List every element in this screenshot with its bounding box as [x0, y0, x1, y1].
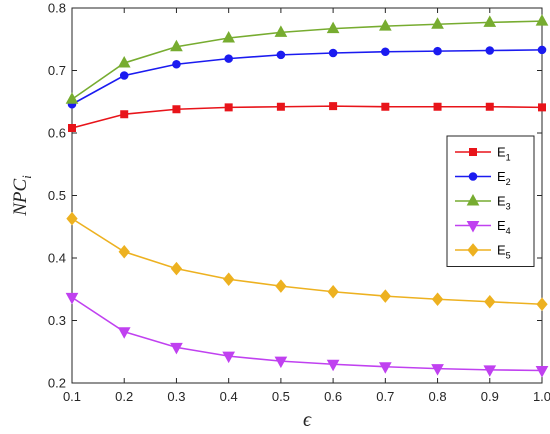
data-point [274, 356, 288, 369]
series-line [71, 20, 543, 100]
data-point [485, 102, 494, 111]
series-3 [65, 14, 549, 104]
data-point [379, 289, 391, 303]
legend-label: E3 [497, 194, 511, 212]
data-point [431, 17, 444, 29]
legend-item: E3 [455, 194, 511, 212]
data-point [483, 365, 497, 377]
y-tick-label: 0.3 [48, 313, 66, 328]
data-point [274, 25, 288, 37]
x-tick-label: 0.3 [167, 389, 185, 404]
data-point [170, 39, 183, 52]
data-point [431, 292, 444, 307]
legend-label: E1 [497, 145, 511, 163]
data-point [275, 279, 287, 293]
data-point [327, 284, 339, 299]
data-point [537, 45, 547, 55]
legend: E1 E2 E3 E4 E5 [446, 135, 535, 267]
data-point [433, 46, 442, 56]
data-point [484, 294, 496, 309]
y-tick-label: 0.5 [48, 188, 66, 203]
data-point [66, 211, 78, 226]
legend-item: E2 [455, 169, 511, 187]
data-point [222, 30, 236, 43]
data-point [276, 102, 285, 111]
x-tick-label: 0.8 [429, 389, 447, 404]
x-tick-label: 0.1 [63, 389, 81, 404]
data-point [117, 327, 131, 339]
legend-label: E5 [497, 243, 511, 261]
x-axis-label: ϵ [303, 409, 312, 431]
legend-item: E5 [455, 243, 511, 261]
y-tick-label: 0.7 [48, 63, 66, 78]
data-point [378, 362, 392, 374]
data-point [172, 59, 181, 69]
x-tick-label: 0.6 [324, 389, 342, 404]
data-point [329, 102, 338, 111]
x-tick-label: 1.0 [533, 389, 550, 404]
data-point [535, 366, 549, 378]
data-point [120, 110, 129, 119]
legend-label: E2 [497, 169, 511, 187]
y-tick-label: 0.8 [48, 1, 66, 16]
data-point [118, 244, 130, 259]
data-point [381, 102, 390, 111]
legend-item: E1 [455, 145, 511, 163]
data-point [172, 105, 181, 114]
series-line [71, 217, 543, 306]
data-point [223, 272, 235, 287]
series-2 [67, 45, 547, 109]
series-line [71, 296, 543, 372]
y-axis-label: NPCi [10, 175, 34, 217]
data-point [433, 102, 442, 111]
data-point [224, 54, 233, 63]
data-point [65, 92, 79, 104]
data-point [222, 351, 236, 364]
data-point [117, 55, 131, 68]
legend-marker [466, 221, 480, 233]
legend-item: E4 [455, 218, 511, 236]
series-line [71, 49, 543, 105]
legend-marker [468, 172, 478, 181]
y-tick-label: 0.4 [48, 251, 66, 266]
data-point [381, 47, 390, 57]
data-point [65, 292, 79, 305]
x-tick-label: 0.5 [272, 389, 290, 404]
x-tick-label: 0.2 [115, 389, 133, 404]
legend-label: E4 [497, 218, 511, 236]
series-5 [66, 211, 548, 312]
data-point [535, 14, 549, 26]
y-tick-label: 0.2 [48, 376, 66, 391]
data-point [170, 261, 183, 276]
y-tick-label: 0.6 [48, 126, 66, 141]
data-point [326, 359, 340, 372]
data-point [276, 50, 286, 60]
data-point [538, 103, 546, 112]
x-tick-label: 0.9 [481, 389, 499, 404]
series-1 [68, 102, 546, 132]
data-point [483, 15, 497, 27]
legend-marker [467, 243, 479, 257]
data-point [485, 46, 495, 55]
data-point [119, 71, 129, 80]
data-point [378, 19, 392, 31]
legend-marker [466, 193, 480, 206]
data-point [170, 342, 183, 355]
data-point [431, 364, 444, 376]
data-point [328, 48, 338, 58]
data-point [536, 297, 548, 312]
series-line [71, 105, 543, 129]
data-point [326, 21, 340, 34]
x-tick-label: 0.4 [220, 389, 238, 404]
data-point [224, 103, 233, 112]
legend-marker [469, 148, 477, 156]
data-point [68, 124, 76, 132]
series-4 [65, 292, 549, 378]
x-tick-label: 0.7 [376, 389, 394, 404]
